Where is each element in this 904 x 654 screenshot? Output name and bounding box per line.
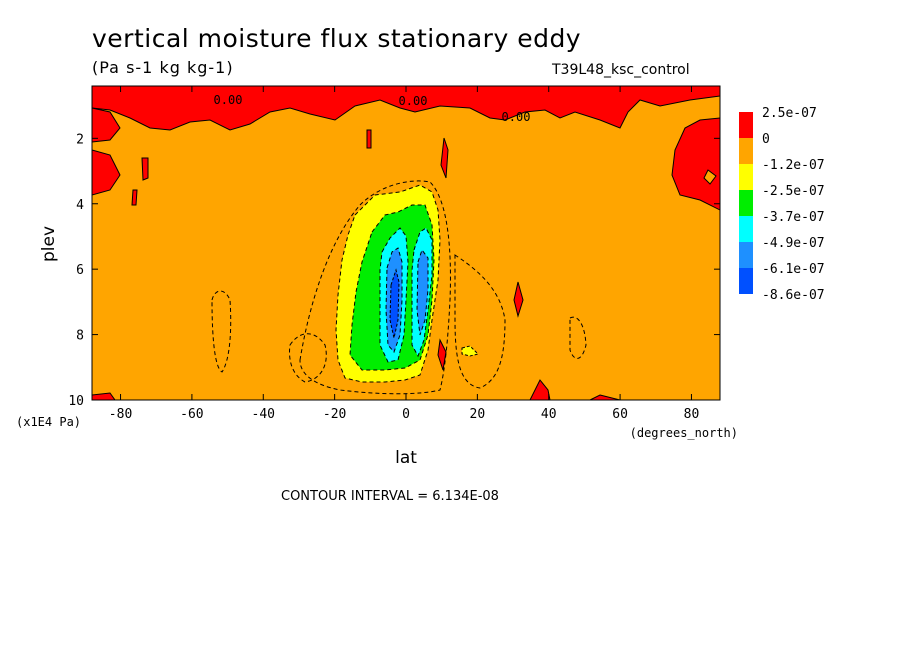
yellow-cell-east xyxy=(461,345,479,357)
y-tick-label: 6 xyxy=(76,263,84,278)
positive-cell-4 xyxy=(366,129,372,149)
x-tick-label: 0 xyxy=(402,407,410,422)
colorbar-label: -2.5e-07 xyxy=(762,184,825,199)
colorbar-swatch xyxy=(739,216,753,242)
positive-region-south-edge xyxy=(92,149,121,196)
x-tick-label: 40 xyxy=(541,407,557,422)
colorbar-swatch xyxy=(739,164,753,190)
contour-interval: CONTOUR INTERVAL = 6.134E-08 xyxy=(281,489,499,504)
y-tick-label: 4 xyxy=(76,198,84,213)
colorbar-label: -6.1e-07 xyxy=(762,262,825,277)
positive-cell-8 xyxy=(589,394,621,400)
plot-area xyxy=(92,86,720,400)
colorbar-label: 2.5e-07 xyxy=(762,106,817,121)
dashed-contour-east xyxy=(454,254,506,389)
colorbar-swatch xyxy=(739,268,753,294)
colorbar-label: -3.7e-07 xyxy=(762,210,825,225)
hole-north xyxy=(703,169,717,185)
x-tick-label: -40 xyxy=(252,407,275,422)
positive-cell-2 xyxy=(131,189,138,206)
x-tick-label: -60 xyxy=(180,407,203,422)
y-tick-label: 8 xyxy=(76,329,84,344)
colorbar-swatch xyxy=(739,138,753,164)
positive-region-south-edge-upper xyxy=(92,107,121,143)
positive-cell-9 xyxy=(92,392,116,400)
y-tick-label: 2 xyxy=(76,132,84,147)
x-tick-label: -20 xyxy=(323,407,346,422)
positive-band-top xyxy=(92,86,720,131)
dashed-contour-south xyxy=(289,333,327,383)
contour-label: 0.00 xyxy=(399,94,428,108)
colorbar-label: -8.6e-07 xyxy=(762,288,825,303)
x-axis-title: lat xyxy=(395,448,417,468)
positive-cell-5 xyxy=(513,281,524,318)
x-tick-label: 60 xyxy=(612,407,628,422)
positive-cell-1 xyxy=(141,157,149,181)
y-axis-title: plev xyxy=(39,226,59,262)
chart-title: vertical moisture flux stationary eddy xyxy=(92,24,582,53)
colorbar-label: -4.9e-07 xyxy=(762,236,825,251)
contour-level-6 xyxy=(389,268,400,339)
colorbar-label: -1.2e-07 xyxy=(762,158,825,173)
contour-level-5b xyxy=(416,248,429,336)
x-tick-label: -80 xyxy=(109,407,132,422)
dashed-contour-core xyxy=(299,180,451,395)
x-tick-label: 20 xyxy=(470,407,486,422)
dashed-contour-far-east xyxy=(569,316,587,359)
y-axis-unit: (x1E4 Pa) xyxy=(16,415,81,429)
chart-units: (Pa s-1 kg kg-1) xyxy=(92,58,234,77)
y-tick-label: 10 xyxy=(68,394,84,409)
colorbar-label: 0 xyxy=(762,132,770,147)
x-tick-label: 80 xyxy=(684,407,700,422)
positive-cell-7 xyxy=(437,338,447,371)
positive-cell-3 xyxy=(440,137,449,179)
positive-cell-6 xyxy=(529,379,551,400)
contour-label: 0.00 xyxy=(214,93,243,107)
contour-label: 0.00 xyxy=(502,110,531,124)
colorbar-swatch xyxy=(739,242,753,268)
dashed-contour-west xyxy=(211,290,232,373)
positive-region-north-edge xyxy=(671,117,720,211)
x-axis-unit: (degrees_north) xyxy=(630,426,738,440)
run-label: T39L48_ksc_control xyxy=(552,62,690,78)
colorbar-swatch xyxy=(739,112,753,138)
colorbar-swatch xyxy=(739,190,753,216)
